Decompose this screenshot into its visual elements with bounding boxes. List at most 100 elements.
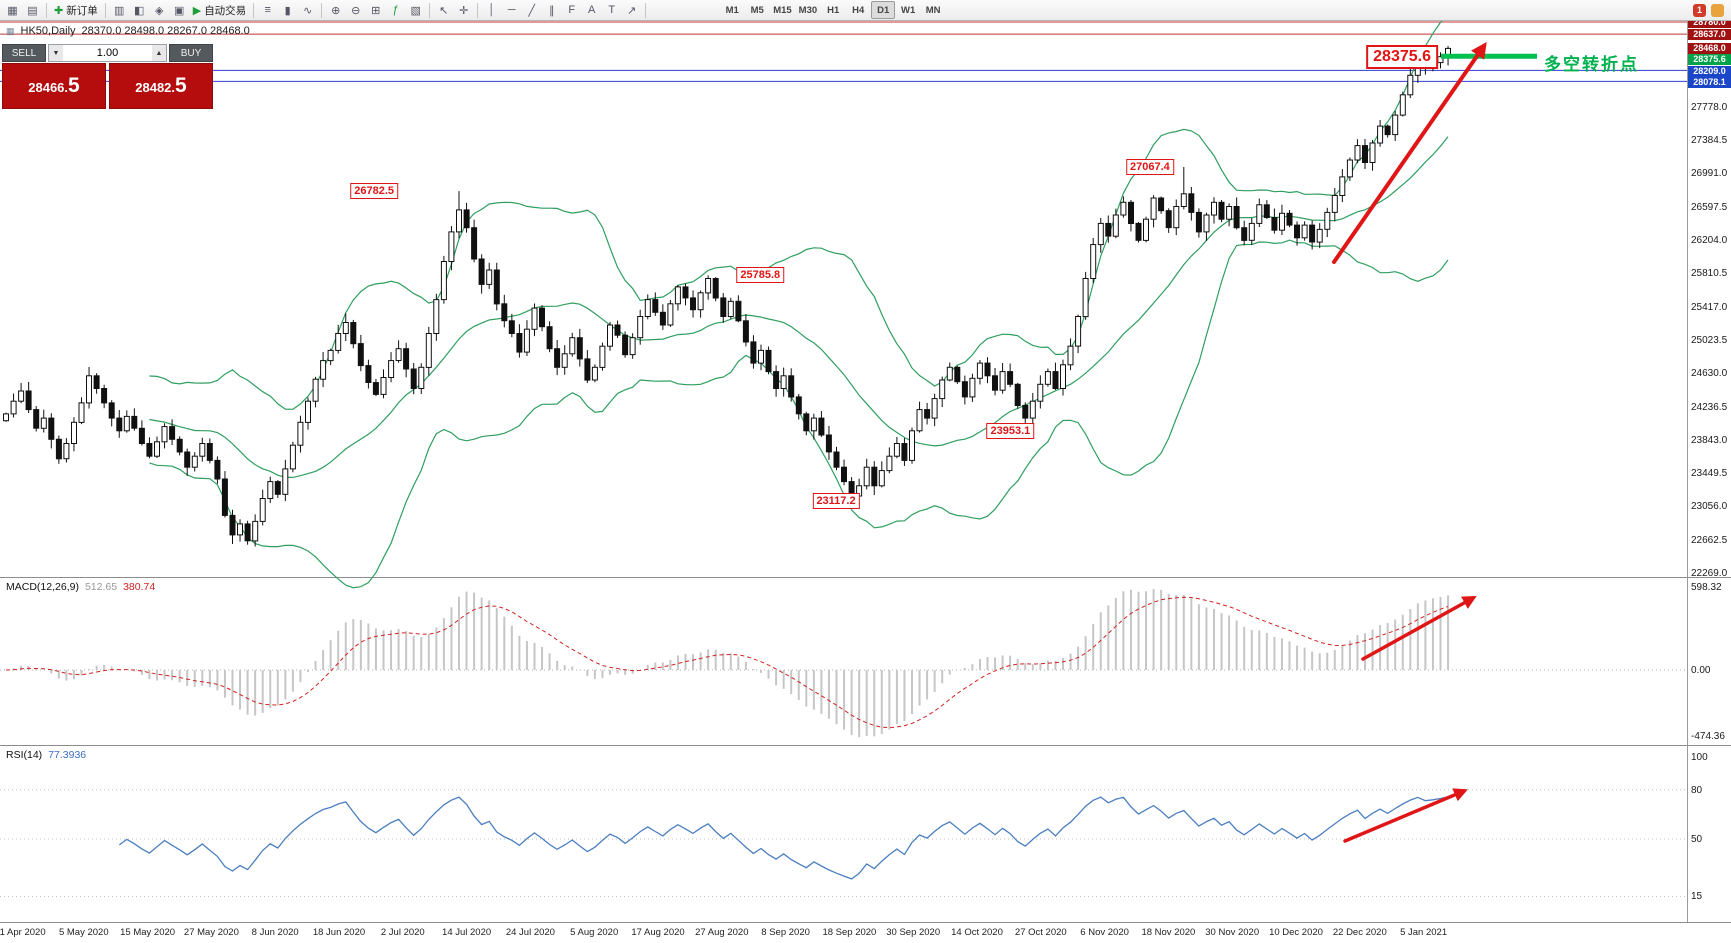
- timeframe-mn-button[interactable]: MN: [921, 1, 945, 19]
- chart-symbol-period: HK50,Daily: [20, 25, 76, 37]
- toolbar-separator: [104, 2, 106, 18]
- candlestick-chart-icon: ▮: [284, 4, 291, 17]
- macd-name: MACD(12,26,9): [6, 581, 79, 593]
- bar-chart-button[interactable]: ≡: [258, 1, 277, 19]
- macd-panel-splitter[interactable]: [0, 576, 1731, 580]
- rsi-panel-splitter[interactable]: [0, 744, 1731, 748]
- chart-window-icon: ▦: [6, 25, 15, 36]
- timeframe-h1-button[interactable]: H1: [821, 1, 845, 19]
- horizontal-line-icon: ─: [507, 4, 516, 16]
- timeframe-m15-button[interactable]: M15: [770, 1, 794, 19]
- horizontal-line-button[interactable]: ─: [502, 1, 521, 19]
- rsi-indicator-label: RSI(14) 77.3936: [6, 749, 86, 761]
- timeframe-group: M1 M5 M15 M30 H1 H4 D1 W1 MN: [720, 1, 945, 19]
- volume-control: ▼ ▲: [48, 44, 167, 62]
- tile-windows-icon: ⊞: [371, 4, 381, 17]
- market-watch-icon: ▥: [114, 4, 125, 17]
- trendline-icon: ╱: [528, 4, 535, 17]
- channel-icon: ∥: [548, 4, 555, 17]
- profiles-icon: ▤: [27, 4, 38, 17]
- volume-input[interactable]: [63, 45, 152, 61]
- arrow-tools-button[interactable]: ↗: [622, 1, 641, 19]
- new-order-icon: ✚: [54, 4, 64, 17]
- timeframe-m1-button[interactable]: M1: [720, 1, 744, 19]
- new-order-button[interactable]: ✚ 新订单: [51, 1, 101, 19]
- fibonacci-button[interactable]: F: [562, 1, 581, 19]
- ask-price-big-digit: 5: [175, 74, 187, 97]
- profiles-button[interactable]: ▤: [23, 1, 42, 19]
- toolbar-separator: [429, 2, 431, 18]
- chart-ohlc-values: 28370.0 28498.0 28267.0 28468.0: [81, 25, 250, 37]
- market-watch-button[interactable]: ▥: [110, 1, 129, 19]
- indicators-button[interactable]: ƒ: [386, 1, 405, 19]
- autotrading-icon: ▶: [192, 4, 202, 17]
- vertical-line-icon: │: [488, 4, 496, 16]
- community-icon[interactable]: [1711, 3, 1724, 17]
- zoom-in-button[interactable]: ⊕: [326, 1, 345, 19]
- new-order-button-label: 新订单: [66, 4, 98, 17]
- bar-chart-icon: ≡: [264, 4, 271, 16]
- timeframe-m5-button[interactable]: M5: [745, 1, 769, 19]
- time-axis[interactable]: [0, 923, 1687, 943]
- tile-windows-button[interactable]: ⊞: [366, 1, 385, 19]
- label-button[interactable]: T: [602, 1, 621, 19]
- bid-price-big-digit: 5: [68, 74, 80, 97]
- trade-panel-prices: 28466.5 28482.5: [2, 63, 213, 109]
- cursor-button[interactable]: ↖: [434, 1, 453, 19]
- terminal-icon: ▣: [174, 4, 185, 17]
- crosshair-icon: ✛: [459, 4, 469, 17]
- arrow-tools-icon: ↗: [627, 4, 637, 17]
- data-window-button[interactable]: ◧: [130, 1, 149, 19]
- macd-main-value: 512.65: [84, 581, 118, 593]
- buy-price-button[interactable]: 28482.5: [109, 63, 213, 109]
- rsi-name: RSI(14): [6, 749, 43, 761]
- text-button[interactable]: A: [582, 1, 601, 19]
- navigator-icon: ◈: [154, 4, 164, 17]
- sell-button[interactable]: SELL: [2, 44, 46, 62]
- navigator-button[interactable]: ◈: [150, 1, 169, 19]
- macd-indicator-label: MACD(12,26,9) 512.65 380.74: [6, 581, 155, 593]
- cursor-icon: ↖: [439, 4, 449, 17]
- zoom-out-button[interactable]: ⊖: [346, 1, 365, 19]
- autotrading-button[interactable]: ▶ 自动交易: [190, 1, 249, 19]
- crosshair-button[interactable]: ✛: [454, 1, 473, 19]
- terminal-button[interactable]: ▣: [170, 1, 189, 19]
- sell-price-button[interactable]: 28466.5: [2, 63, 106, 109]
- line-chart-button[interactable]: ∿: [298, 1, 317, 19]
- templates-icon: ▧: [410, 4, 421, 17]
- zoom-out-icon: ⊖: [351, 4, 361, 17]
- main-toolbar: ▦ ▤ ✚ 新订单 ▥ ◧ ◈ ▣ ▶ 自动交易 ≡ ▮ ∿ ⊕ ⊖ ⊞ ƒ ▧ ↖ ✛ │ ─ ╱ ∥ F A T ↗ M1 M5 M15…: [0, 0, 1731, 21]
- turning-point-label: 多空转折点: [1544, 55, 1639, 74]
- indicators-icon: ƒ: [392, 4, 399, 16]
- vertical-line-button[interactable]: │: [482, 1, 501, 19]
- timeframe-h4-button[interactable]: H4: [846, 1, 870, 19]
- fibonacci-icon: F: [568, 4, 576, 16]
- timeframe-d1-button[interactable]: D1: [871, 1, 896, 19]
- timeframe-w1-button[interactable]: W1: [896, 1, 920, 19]
- volume-up-button[interactable]: ▲: [152, 45, 166, 61]
- text-icon: A: [588, 4, 596, 16]
- price-axis[interactable]: [1688, 21, 1731, 922]
- notifications-badge[interactable]: 1: [1693, 3, 1706, 17]
- toolbar-separator: [645, 2, 647, 18]
- price-callout-label[interactable]: 28375.6: [1366, 45, 1438, 70]
- candlestick-chart-button[interactable]: ▮: [278, 1, 297, 19]
- toolbar-separator: [253, 2, 255, 18]
- rsi-value: 77.3936: [48, 749, 87, 761]
- line-chart-icon: ∿: [303, 4, 313, 17]
- toolbar-right-icons: 1: [1693, 3, 1728, 17]
- zoom-in-icon: ⊕: [331, 4, 341, 17]
- buy-button[interactable]: BUY: [169, 44, 213, 62]
- templates-button[interactable]: ▧: [406, 1, 425, 19]
- one-click-trading-panel: SELL ▼ ▲ BUY 28466.5 28482.5: [2, 44, 213, 109]
- timeframe-m30-button[interactable]: M30: [796, 1, 820, 19]
- channel-button[interactable]: ∥: [542, 1, 561, 19]
- trade-panel-top-row: SELL ▼ ▲ BUY: [2, 44, 213, 62]
- trendline-button[interactable]: ╱: [522, 1, 541, 19]
- volume-down-button[interactable]: ▼: [49, 45, 63, 61]
- new-chart-button[interactable]: ▦: [3, 1, 22, 19]
- macd-signal-value: 380.74: [123, 581, 156, 593]
- new-chart-icon: ▦: [7, 4, 18, 17]
